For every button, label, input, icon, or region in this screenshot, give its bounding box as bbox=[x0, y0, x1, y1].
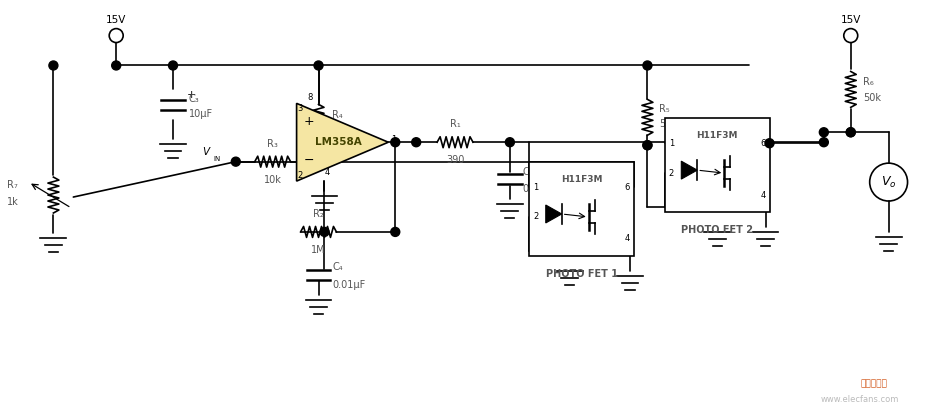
Circle shape bbox=[765, 139, 774, 148]
Text: +: + bbox=[303, 115, 314, 128]
FancyBboxPatch shape bbox=[665, 118, 770, 213]
Text: 1: 1 bbox=[669, 139, 674, 148]
Text: 电子发烧友: 电子发烧友 bbox=[861, 379, 887, 388]
Circle shape bbox=[391, 138, 400, 147]
Circle shape bbox=[847, 128, 855, 137]
FancyBboxPatch shape bbox=[529, 162, 634, 256]
Text: 0.1μF: 0.1μF bbox=[523, 184, 550, 194]
Text: 1: 1 bbox=[534, 183, 538, 191]
Text: H11F3M: H11F3M bbox=[561, 175, 602, 183]
Text: 2: 2 bbox=[669, 168, 674, 178]
Text: 50k: 50k bbox=[863, 93, 881, 103]
Text: 10k: 10k bbox=[264, 175, 282, 185]
Text: www.elecfans.com: www.elecfans.com bbox=[820, 395, 899, 404]
Text: R₁: R₁ bbox=[449, 119, 461, 129]
Polygon shape bbox=[682, 161, 697, 179]
Text: 4: 4 bbox=[625, 234, 630, 244]
Text: −: − bbox=[303, 154, 314, 167]
Text: PHOTO FET 1: PHOTO FET 1 bbox=[546, 269, 618, 279]
Circle shape bbox=[643, 141, 652, 150]
Circle shape bbox=[49, 61, 58, 70]
Circle shape bbox=[169, 61, 177, 70]
Circle shape bbox=[847, 128, 855, 137]
Text: R₇: R₇ bbox=[7, 180, 17, 190]
Text: 2: 2 bbox=[534, 213, 538, 221]
Polygon shape bbox=[546, 205, 562, 223]
Text: C₄: C₄ bbox=[333, 262, 343, 272]
Circle shape bbox=[314, 61, 323, 70]
Text: 15V: 15V bbox=[841, 15, 861, 25]
Text: 390: 390 bbox=[446, 155, 465, 165]
Text: 10k: 10k bbox=[333, 125, 351, 135]
Text: 6: 6 bbox=[625, 183, 630, 191]
Text: IN: IN bbox=[214, 156, 221, 162]
Text: R₆: R₆ bbox=[863, 78, 873, 88]
Text: 1M: 1M bbox=[311, 245, 326, 255]
Circle shape bbox=[819, 128, 829, 137]
Text: R₃: R₃ bbox=[267, 139, 278, 149]
Text: 6: 6 bbox=[760, 139, 766, 148]
Circle shape bbox=[112, 61, 120, 70]
Circle shape bbox=[643, 61, 652, 70]
Text: 0.01μF: 0.01μF bbox=[333, 280, 366, 290]
Circle shape bbox=[231, 157, 240, 166]
Text: C₃: C₃ bbox=[189, 94, 200, 104]
Text: 4: 4 bbox=[760, 191, 766, 200]
Text: V: V bbox=[202, 147, 210, 157]
Text: LM358A: LM358A bbox=[315, 137, 362, 147]
Text: H11F3M: H11F3M bbox=[697, 131, 738, 140]
Text: +: + bbox=[187, 90, 196, 100]
Text: 1k: 1k bbox=[7, 197, 18, 207]
Text: R₅: R₅ bbox=[660, 104, 670, 114]
Text: PHOTO FET 2: PHOTO FET 2 bbox=[682, 226, 754, 236]
Text: R₄: R₄ bbox=[333, 111, 343, 121]
Circle shape bbox=[643, 141, 652, 150]
Circle shape bbox=[819, 138, 829, 147]
Text: 1: 1 bbox=[392, 135, 396, 144]
Text: C₁: C₁ bbox=[523, 167, 534, 177]
Circle shape bbox=[505, 138, 515, 147]
Text: 10μF: 10μF bbox=[189, 109, 213, 119]
Text: R₂: R₂ bbox=[313, 209, 324, 219]
Text: 50k: 50k bbox=[660, 119, 678, 129]
Text: $V_o$: $V_o$ bbox=[881, 175, 897, 190]
Polygon shape bbox=[297, 103, 389, 181]
Circle shape bbox=[411, 138, 421, 147]
Text: 8: 8 bbox=[308, 93, 313, 102]
Text: 15V: 15V bbox=[106, 15, 126, 25]
Text: 2: 2 bbox=[297, 171, 302, 180]
Circle shape bbox=[320, 227, 329, 236]
Text: 3: 3 bbox=[297, 104, 302, 113]
Circle shape bbox=[391, 227, 400, 236]
Text: 4: 4 bbox=[324, 168, 330, 177]
